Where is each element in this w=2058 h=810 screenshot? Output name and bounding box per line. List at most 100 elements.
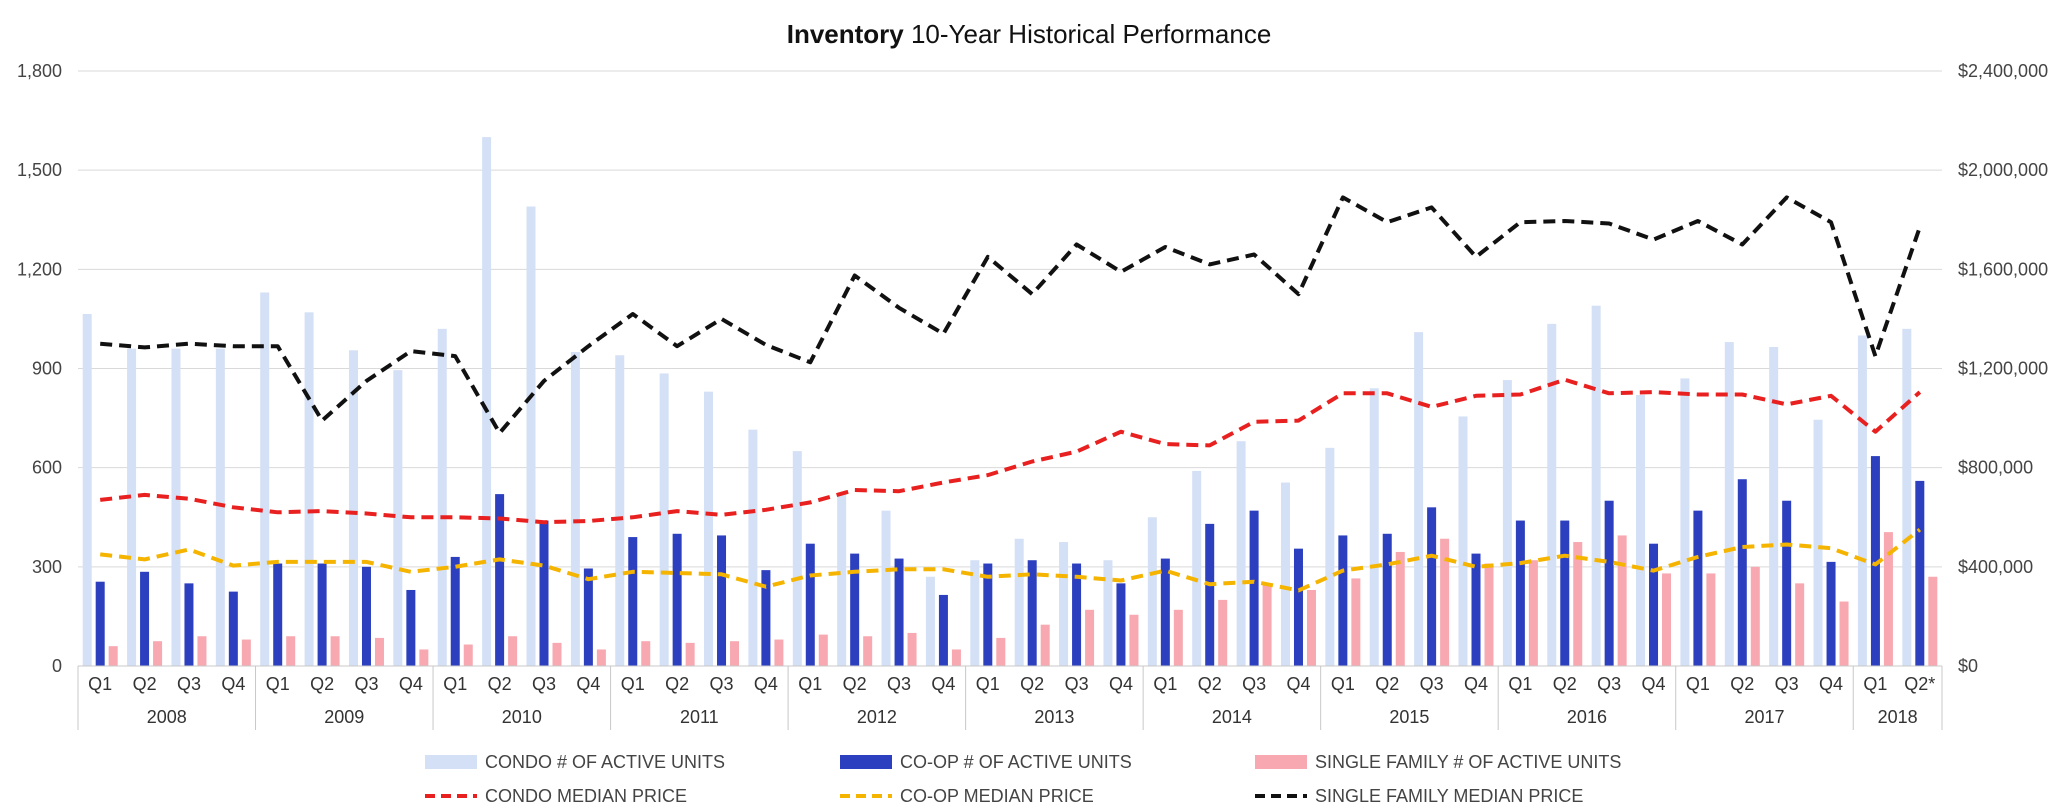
bar-group-2 [108, 532, 1938, 666]
bar [596, 649, 606, 666]
bar [437, 328, 447, 666]
bar [1604, 500, 1614, 666]
bar [1306, 589, 1316, 666]
line-series [99, 195, 1922, 593]
quarter-label: Q3 [887, 674, 911, 694]
bar [1173, 609, 1183, 666]
bar [850, 553, 860, 666]
bar [482, 137, 492, 667]
quarter-label: Q4 [1819, 674, 1843, 694]
quarter-label: Q2 [488, 674, 512, 694]
bar [1116, 583, 1126, 666]
bar [1262, 583, 1272, 666]
quarter-label: Q2 [665, 674, 689, 694]
bar [1795, 583, 1805, 666]
bar [970, 560, 980, 666]
bar [1218, 599, 1228, 666]
bar [863, 636, 873, 666]
bar [1649, 543, 1659, 666]
bar [1591, 305, 1601, 666]
bar [1103, 560, 1113, 666]
legend-item: CONDO # OF ACTIVE UNITS [425, 752, 725, 772]
bar [881, 510, 891, 666]
left-tick-label: 300 [32, 557, 62, 577]
bar [805, 543, 815, 666]
bar [1160, 558, 1170, 666]
left-tick-label: 1,800 [17, 61, 62, 81]
bar [907, 632, 917, 666]
bar [1870, 456, 1880, 666]
quarter-label: Q2 [1375, 674, 1399, 694]
year-label: 2015 [1389, 707, 1429, 727]
right-tick-label: $1,600,000 [1958, 259, 2048, 279]
bar [1573, 542, 1583, 666]
bar [260, 292, 270, 666]
bar [108, 646, 118, 666]
bar [1839, 601, 1849, 666]
year-label: 2016 [1567, 707, 1607, 727]
bar [1440, 538, 1450, 666]
quarter-label: Q2 [1020, 674, 1044, 694]
bar [95, 581, 105, 666]
year-label: 2018 [1878, 707, 1918, 727]
quarter-label: Q1 [976, 674, 1000, 694]
bar [140, 571, 150, 666]
quarter-label: Q1 [1508, 674, 1532, 694]
bar [761, 570, 771, 666]
quarter-label: Q4 [1464, 674, 1488, 694]
quarter-label: Q3 [354, 674, 378, 694]
bar [127, 348, 137, 666]
bar [1693, 510, 1703, 666]
right-axis: $0 $400,000 $800,000 $1,200,000 $1,600,000 $2… [1958, 61, 2048, 676]
bar [1471, 553, 1481, 666]
line-series-2 [100, 195, 1922, 435]
quarter-label: Q3 [1242, 674, 1266, 694]
legend-item: CO-OP MEDIAN PRICE [840, 786, 1094, 806]
bar [406, 589, 416, 666]
quarter-label: Q1 [443, 674, 467, 694]
quarter-label: Q2 [310, 674, 334, 694]
bar [374, 637, 384, 666]
bar [1560, 520, 1570, 666]
legend-swatch [1255, 755, 1307, 769]
legend-swatch [840, 755, 892, 769]
bar [1706, 573, 1716, 666]
quarter-label: Q4 [1642, 674, 1666, 694]
legend-item: SINGLE FAMILY MEDIAN PRICE [1255, 786, 1583, 806]
bar [1085, 609, 1095, 666]
bar [1915, 480, 1925, 666]
bar-group-0 [82, 137, 1912, 667]
year-label: 2010 [502, 707, 542, 727]
bar [1737, 479, 1747, 666]
bar [792, 451, 802, 666]
bar [539, 520, 549, 666]
bar [925, 576, 935, 666]
bar [938, 594, 948, 666]
bar [1351, 578, 1361, 666]
bar [894, 558, 904, 666]
bar [1458, 416, 1468, 666]
year-label: 2014 [1212, 707, 1252, 727]
bar [615, 355, 625, 666]
bar [1249, 510, 1259, 666]
legend: CONDO # OF ACTIVE UNITS CO-OP # OF ACTIVE… [425, 752, 1621, 806]
bar [1528, 560, 1538, 666]
bar [1205, 523, 1215, 666]
quarter-label: Q4 [1109, 674, 1133, 694]
bar [495, 494, 505, 666]
legend-item: CONDO MEDIAN PRICE [425, 786, 687, 806]
quarter-label: Q4 [931, 674, 955, 694]
quarter-label: Q4 [576, 674, 600, 694]
bar [1325, 447, 1335, 666]
bar [463, 644, 473, 666]
bar [951, 649, 961, 666]
quarter-label: Q1 [1686, 674, 1710, 694]
bar [628, 537, 638, 666]
quarter-label: Q2 [843, 674, 867, 694]
bar [1617, 535, 1627, 666]
bar-group-1 [95, 456, 1925, 666]
bar [1236, 441, 1246, 666]
bar [1826, 561, 1836, 666]
bar [1395, 551, 1405, 666]
bar [730, 641, 740, 666]
